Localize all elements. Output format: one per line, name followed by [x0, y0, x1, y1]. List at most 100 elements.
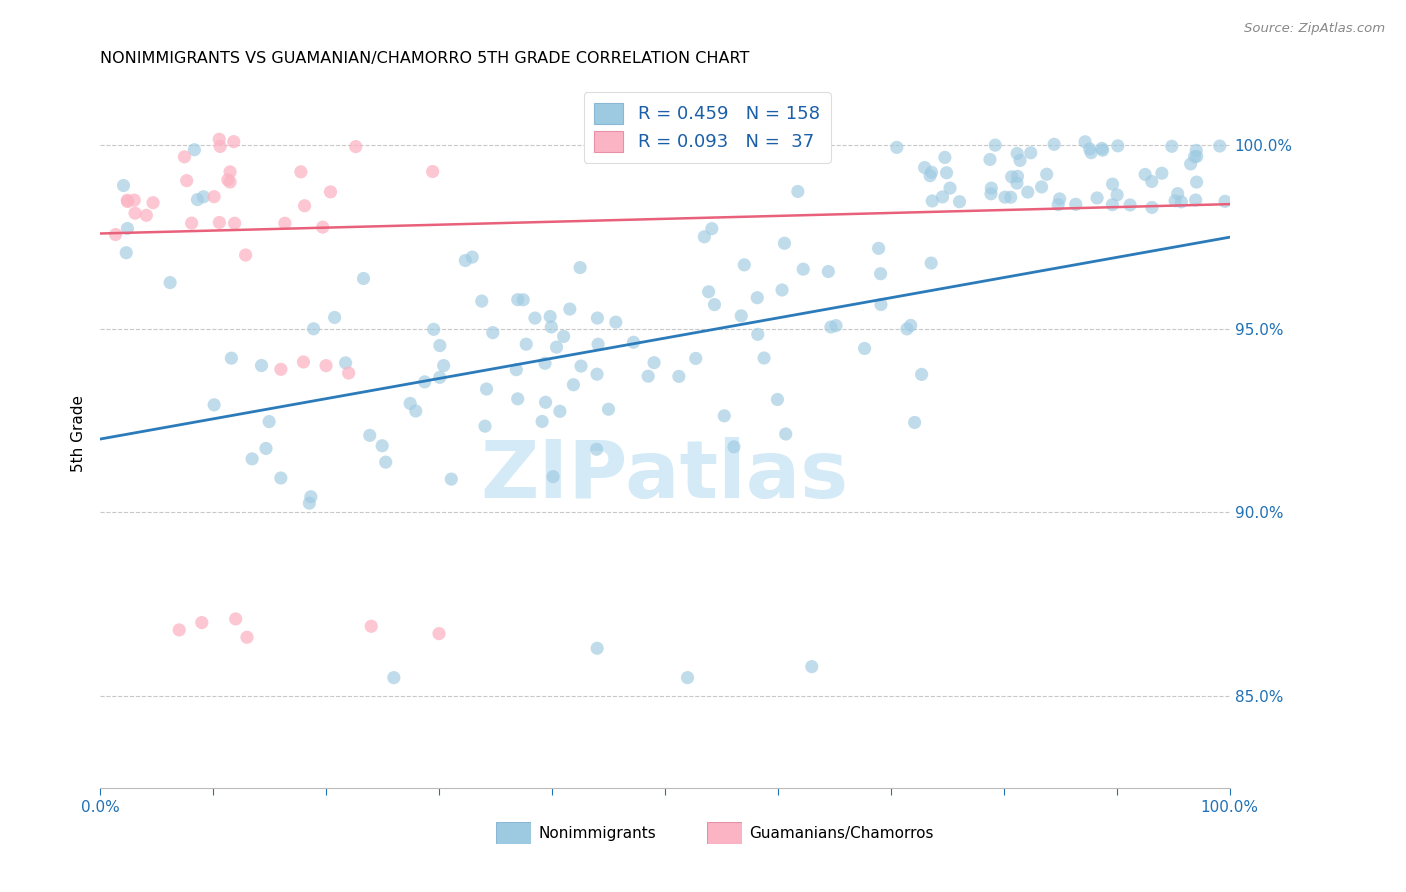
- Point: [569, 260, 592, 275]
- Point: [637, 369, 659, 384]
- Point: [1007, 169, 1029, 184]
- Point: [225, 612, 247, 626]
- Point: [984, 138, 1007, 153]
- Point: [159, 276, 181, 290]
- Point: [939, 181, 962, 195]
- Point: [208, 132, 231, 146]
- Point: [1160, 139, 1182, 153]
- Point: [250, 359, 273, 373]
- Point: [176, 174, 198, 188]
- Point: [775, 427, 797, 442]
- Point: [167, 623, 190, 637]
- Point: [209, 139, 232, 153]
- Point: [914, 161, 936, 175]
- Point: [112, 178, 135, 193]
- Point: [474, 419, 496, 434]
- Point: [733, 258, 755, 272]
- Point: [948, 194, 970, 209]
- Point: [562, 377, 585, 392]
- Point: [186, 193, 208, 207]
- Point: [1101, 197, 1123, 211]
- Point: [422, 164, 444, 178]
- Point: [585, 442, 607, 457]
- Point: [1091, 141, 1114, 155]
- Point: [886, 140, 908, 154]
- Point: [980, 181, 1002, 195]
- Point: [505, 362, 527, 376]
- Point: [506, 293, 529, 307]
- Point: [531, 414, 554, 428]
- Point: [910, 368, 932, 382]
- Point: [896, 322, 918, 336]
- Point: [512, 293, 534, 307]
- Point: [668, 369, 690, 384]
- Point: [422, 322, 444, 336]
- FancyBboxPatch shape: [707, 822, 742, 844]
- Point: [180, 216, 202, 230]
- Point: [586, 337, 609, 351]
- Point: [853, 342, 876, 356]
- Point: [222, 135, 245, 149]
- Point: [773, 236, 796, 251]
- Point: [730, 309, 752, 323]
- Point: [224, 216, 246, 230]
- Point: [1019, 145, 1042, 160]
- Point: [433, 359, 456, 373]
- Point: [515, 337, 537, 351]
- Point: [481, 326, 503, 340]
- Point: [1101, 177, 1123, 191]
- Point: [586, 311, 609, 326]
- Point: [1180, 157, 1202, 171]
- Point: [1035, 167, 1057, 181]
- Point: [1064, 197, 1087, 211]
- Point: [697, 285, 720, 299]
- Point: [235, 248, 257, 262]
- Point: [766, 392, 789, 407]
- Point: [1140, 174, 1163, 188]
- Point: [1005, 146, 1028, 161]
- Point: [994, 190, 1017, 204]
- Point: [534, 356, 557, 370]
- Point: [360, 619, 382, 633]
- Point: [786, 185, 808, 199]
- Point: [693, 229, 716, 244]
- Point: [1184, 193, 1206, 207]
- Point: [980, 186, 1002, 201]
- Point: [569, 359, 592, 373]
- Point: [1047, 197, 1070, 211]
- Point: [1209, 139, 1232, 153]
- Point: [382, 671, 405, 685]
- Point: [1005, 176, 1028, 190]
- Point: [399, 396, 422, 410]
- Point: [1184, 150, 1206, 164]
- Point: [427, 626, 450, 640]
- Point: [413, 375, 436, 389]
- Point: [1031, 180, 1053, 194]
- Point: [869, 267, 891, 281]
- Point: [142, 195, 165, 210]
- Point: [747, 327, 769, 342]
- Point: [676, 671, 699, 685]
- Point: [870, 297, 893, 311]
- Point: [1150, 166, 1173, 180]
- Point: [825, 318, 848, 333]
- Legend: R = 0.459   N = 158, R = 0.093   N =  37: R = 0.459 N = 158, R = 0.093 N = 37: [583, 92, 831, 162]
- Point: [1074, 135, 1097, 149]
- Y-axis label: 5th Grade: 5th Grade: [72, 395, 86, 472]
- Point: [173, 150, 195, 164]
- Point: [540, 320, 562, 334]
- Point: [298, 496, 321, 510]
- Point: [904, 416, 927, 430]
- Point: [240, 451, 263, 466]
- Point: [270, 362, 292, 376]
- Point: [1001, 169, 1024, 184]
- Point: [104, 227, 127, 242]
- Point: [191, 615, 214, 630]
- Point: [290, 165, 312, 179]
- Point: [270, 471, 292, 485]
- Point: [1043, 137, 1066, 152]
- Point: [183, 143, 205, 157]
- Point: [294, 199, 316, 213]
- Point: [800, 659, 823, 673]
- Text: Source: ZipAtlas.com: Source: ZipAtlas.com: [1244, 22, 1385, 36]
